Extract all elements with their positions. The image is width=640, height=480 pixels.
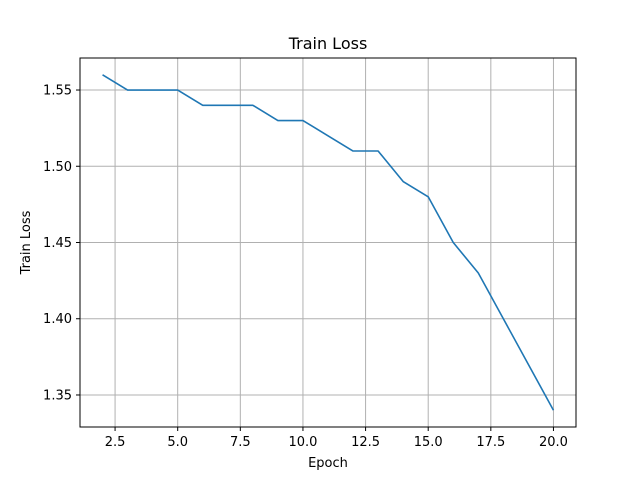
series-line (102, 74, 555, 411)
x-tick-label: 10.0 (288, 435, 317, 450)
x-tick-label: 2.5 (105, 435, 126, 450)
series-group (102, 74, 555, 411)
y-tick-label: 1.40 (43, 312, 72, 327)
y-tick-label: 1.55 (43, 84, 72, 99)
x-tick-label: 17.5 (476, 435, 505, 450)
x-tick-label: 15.0 (414, 435, 443, 450)
grid-lines (80, 58, 576, 427)
x-axis-ticks: 2.5 5.0 7.5 10.0 12.5 15.0 17.5 20.0 (105, 427, 568, 450)
chart-title: Train Loss (288, 34, 368, 53)
x-tick-label: 20.0 (539, 435, 568, 450)
x-tick-label: 5.0 (167, 435, 188, 450)
y-tick-label: 1.50 (43, 160, 72, 175)
y-tick-label: 1.45 (43, 236, 72, 251)
x-tick-label: 7.5 (230, 435, 251, 450)
x-tick-label: 12.5 (351, 435, 380, 450)
y-axis-label: Train Loss (19, 210, 34, 275)
x-axis-label: Epoch (308, 456, 348, 471)
y-axis-ticks: 1.35 1.40 1.45 1.50 1.55 (43, 84, 80, 403)
y-tick-label: 1.35 (43, 388, 72, 403)
